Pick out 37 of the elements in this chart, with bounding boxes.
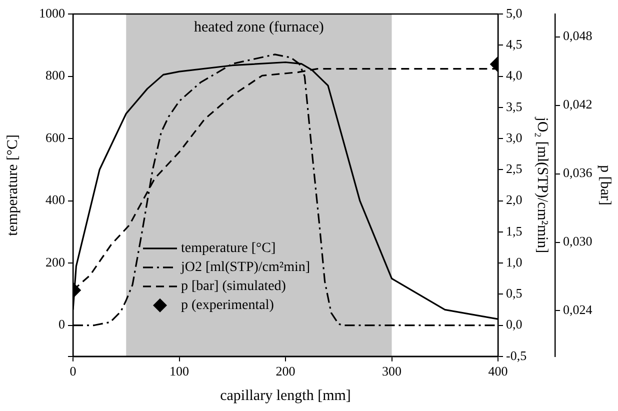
y2-tick-label: 3,0 — [506, 130, 522, 145]
y3-tick-label: 0,042 — [563, 96, 592, 112]
y3-axis-title: p [bar] — [597, 164, 614, 206]
y3-tick-label: 0,048 — [563, 28, 592, 44]
y3-tick-label: 0,030 — [563, 234, 592, 249]
legend-label: p [bar] (simulated) — [181, 279, 286, 294]
y-tick-label: 1000 — [39, 5, 65, 20]
legend-label: temperature [°C] — [181, 241, 276, 256]
y-tick-label: 200 — [46, 254, 65, 270]
x-tick-label: 300 — [382, 364, 402, 379]
y-tick-label: 800 — [46, 68, 65, 83]
y2-tick-label: 2,0 — [506, 192, 522, 208]
y2-tick-label: 4,5 — [506, 36, 522, 52]
y2-tick-label: 4,0 — [506, 68, 522, 83]
y2-tick-label: 5,0 — [506, 5, 522, 20]
x-tick-label: 200 — [276, 364, 296, 379]
y2-axis-title: jO₂ [ml(STP)/cm²min] — [534, 116, 550, 254]
x-tick-label: 0 — [70, 364, 76, 379]
y3-tick-label: 0,024 — [563, 302, 593, 318]
x-tick-label: 100 — [170, 364, 189, 379]
x-tick-label: 400 — [488, 364, 508, 379]
y2-tick-label: 1,0 — [506, 254, 522, 270]
y-axis-title: temperature [°C] — [4, 134, 21, 236]
band-label: heated zone (furnace) — [194, 19, 324, 36]
y2-tick-label: 1,5 — [506, 223, 522, 238]
legend-label: p (experimental) — [181, 298, 274, 314]
y2-tick-label: 2,5 — [506, 161, 522, 176]
legend-label: jO2 [ml(STP)/cm²min] — [180, 260, 310, 276]
x-axis-title: capillary length [mm] — [220, 388, 351, 404]
y2-tick-label: 0,5 — [506, 286, 522, 301]
y2-tick-label: 3,5 — [506, 98, 522, 114]
y2-tick-label: 0,0 — [506, 316, 522, 332]
y-tick-label: 600 — [46, 130, 65, 145]
y3-tick-label: 0,036 — [563, 165, 593, 180]
y2-tick-label: -0,5 — [506, 348, 527, 363]
y-tick-label: 0 — [58, 316, 65, 332]
y-tick-label: 400 — [46, 192, 65, 208]
